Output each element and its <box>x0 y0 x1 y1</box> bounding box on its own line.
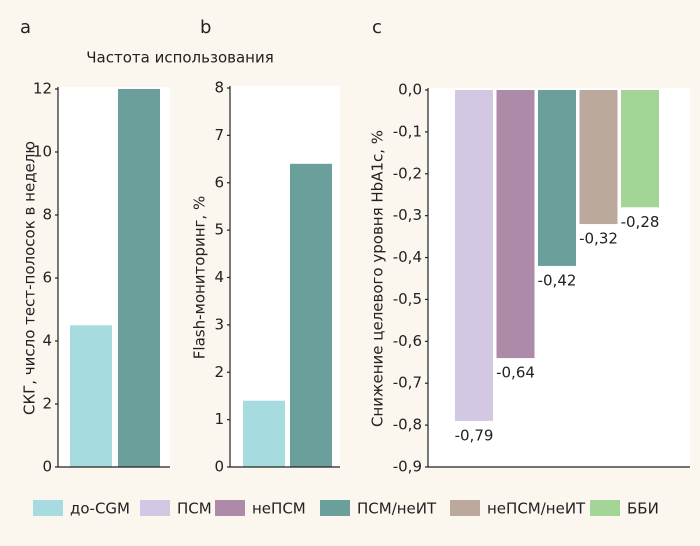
y-tick-label: -0,3 <box>393 206 422 224</box>
legend-label: ПСМ <box>177 500 212 518</box>
panel-label: b <box>200 17 211 38</box>
y-tick-label: -0,6 <box>393 332 422 350</box>
y-tick-label: -0,5 <box>393 290 422 308</box>
y-tick-label: 12 <box>33 80 52 98</box>
y-tick-label: -0,8 <box>393 416 422 434</box>
legend-label: ББИ <box>627 500 659 518</box>
panel-label: a <box>20 17 31 38</box>
y-tick-label: 10 <box>33 143 52 161</box>
y-tick-label: 0 <box>42 458 52 476</box>
y-tick-label: -0,2 <box>393 164 422 182</box>
y-tick-label: 1 <box>214 410 224 428</box>
panel-label: c <box>372 17 382 38</box>
bar <box>621 90 659 208</box>
bar <box>538 90 576 266</box>
y-tick-label: 6 <box>214 173 224 191</box>
y-axis-label: Снижение целевого уровня HbA1c, % <box>369 130 387 427</box>
y-tick-label: 0,0 <box>398 81 422 99</box>
legend-swatch <box>320 500 350 516</box>
y-tick-label: -0,7 <box>393 374 422 392</box>
bar <box>70 325 112 467</box>
value-label: -0,32 <box>579 230 618 248</box>
y-tick-label: 2 <box>42 395 52 413</box>
y-tick-label: 2 <box>214 363 224 381</box>
bar <box>579 90 618 225</box>
legend-swatch <box>590 500 620 516</box>
y-tick-label: 6 <box>42 269 52 287</box>
y-tick-label: -0,1 <box>393 122 422 140</box>
y-tick-label: 5 <box>214 221 224 239</box>
y-tick-label: -0,9 <box>393 458 422 476</box>
value-label: -0,28 <box>621 213 660 231</box>
y-tick-label: 3 <box>214 315 224 333</box>
legend-swatch <box>450 500 480 516</box>
bar <box>455 90 493 421</box>
bar <box>243 400 285 467</box>
legend-label: до-CGM <box>70 500 130 518</box>
bar <box>118 89 160 467</box>
value-label: -0,42 <box>538 271 577 289</box>
y-tick-label: 4 <box>214 268 224 286</box>
legend-swatch <box>33 500 63 516</box>
legend-label: неПСМ/неИТ <box>487 500 586 518</box>
y-tick-label: -0,4 <box>393 248 422 266</box>
legend-swatch <box>140 500 170 516</box>
chart-title: Частота использования <box>86 49 274 67</box>
legend-label: неПСМ <box>252 500 306 518</box>
bar <box>290 163 332 468</box>
y-axis-label: СКГ, число тест-полосок в неделю <box>21 141 39 415</box>
value-label: -0,79 <box>455 426 494 444</box>
y-axis-label: Flash-мониторинг, % <box>191 196 209 359</box>
y-tick-label: 0 <box>214 458 224 476</box>
y-tick-label: 8 <box>42 206 52 224</box>
value-label: -0,64 <box>496 364 535 382</box>
y-tick-label: 4 <box>42 332 52 350</box>
legend-label: ПСМ/неИТ <box>357 500 437 518</box>
legend-swatch <box>215 500 245 516</box>
y-tick-label: 8 <box>214 79 224 97</box>
y-tick-label: 7 <box>214 126 224 144</box>
bar <box>496 90 535 359</box>
